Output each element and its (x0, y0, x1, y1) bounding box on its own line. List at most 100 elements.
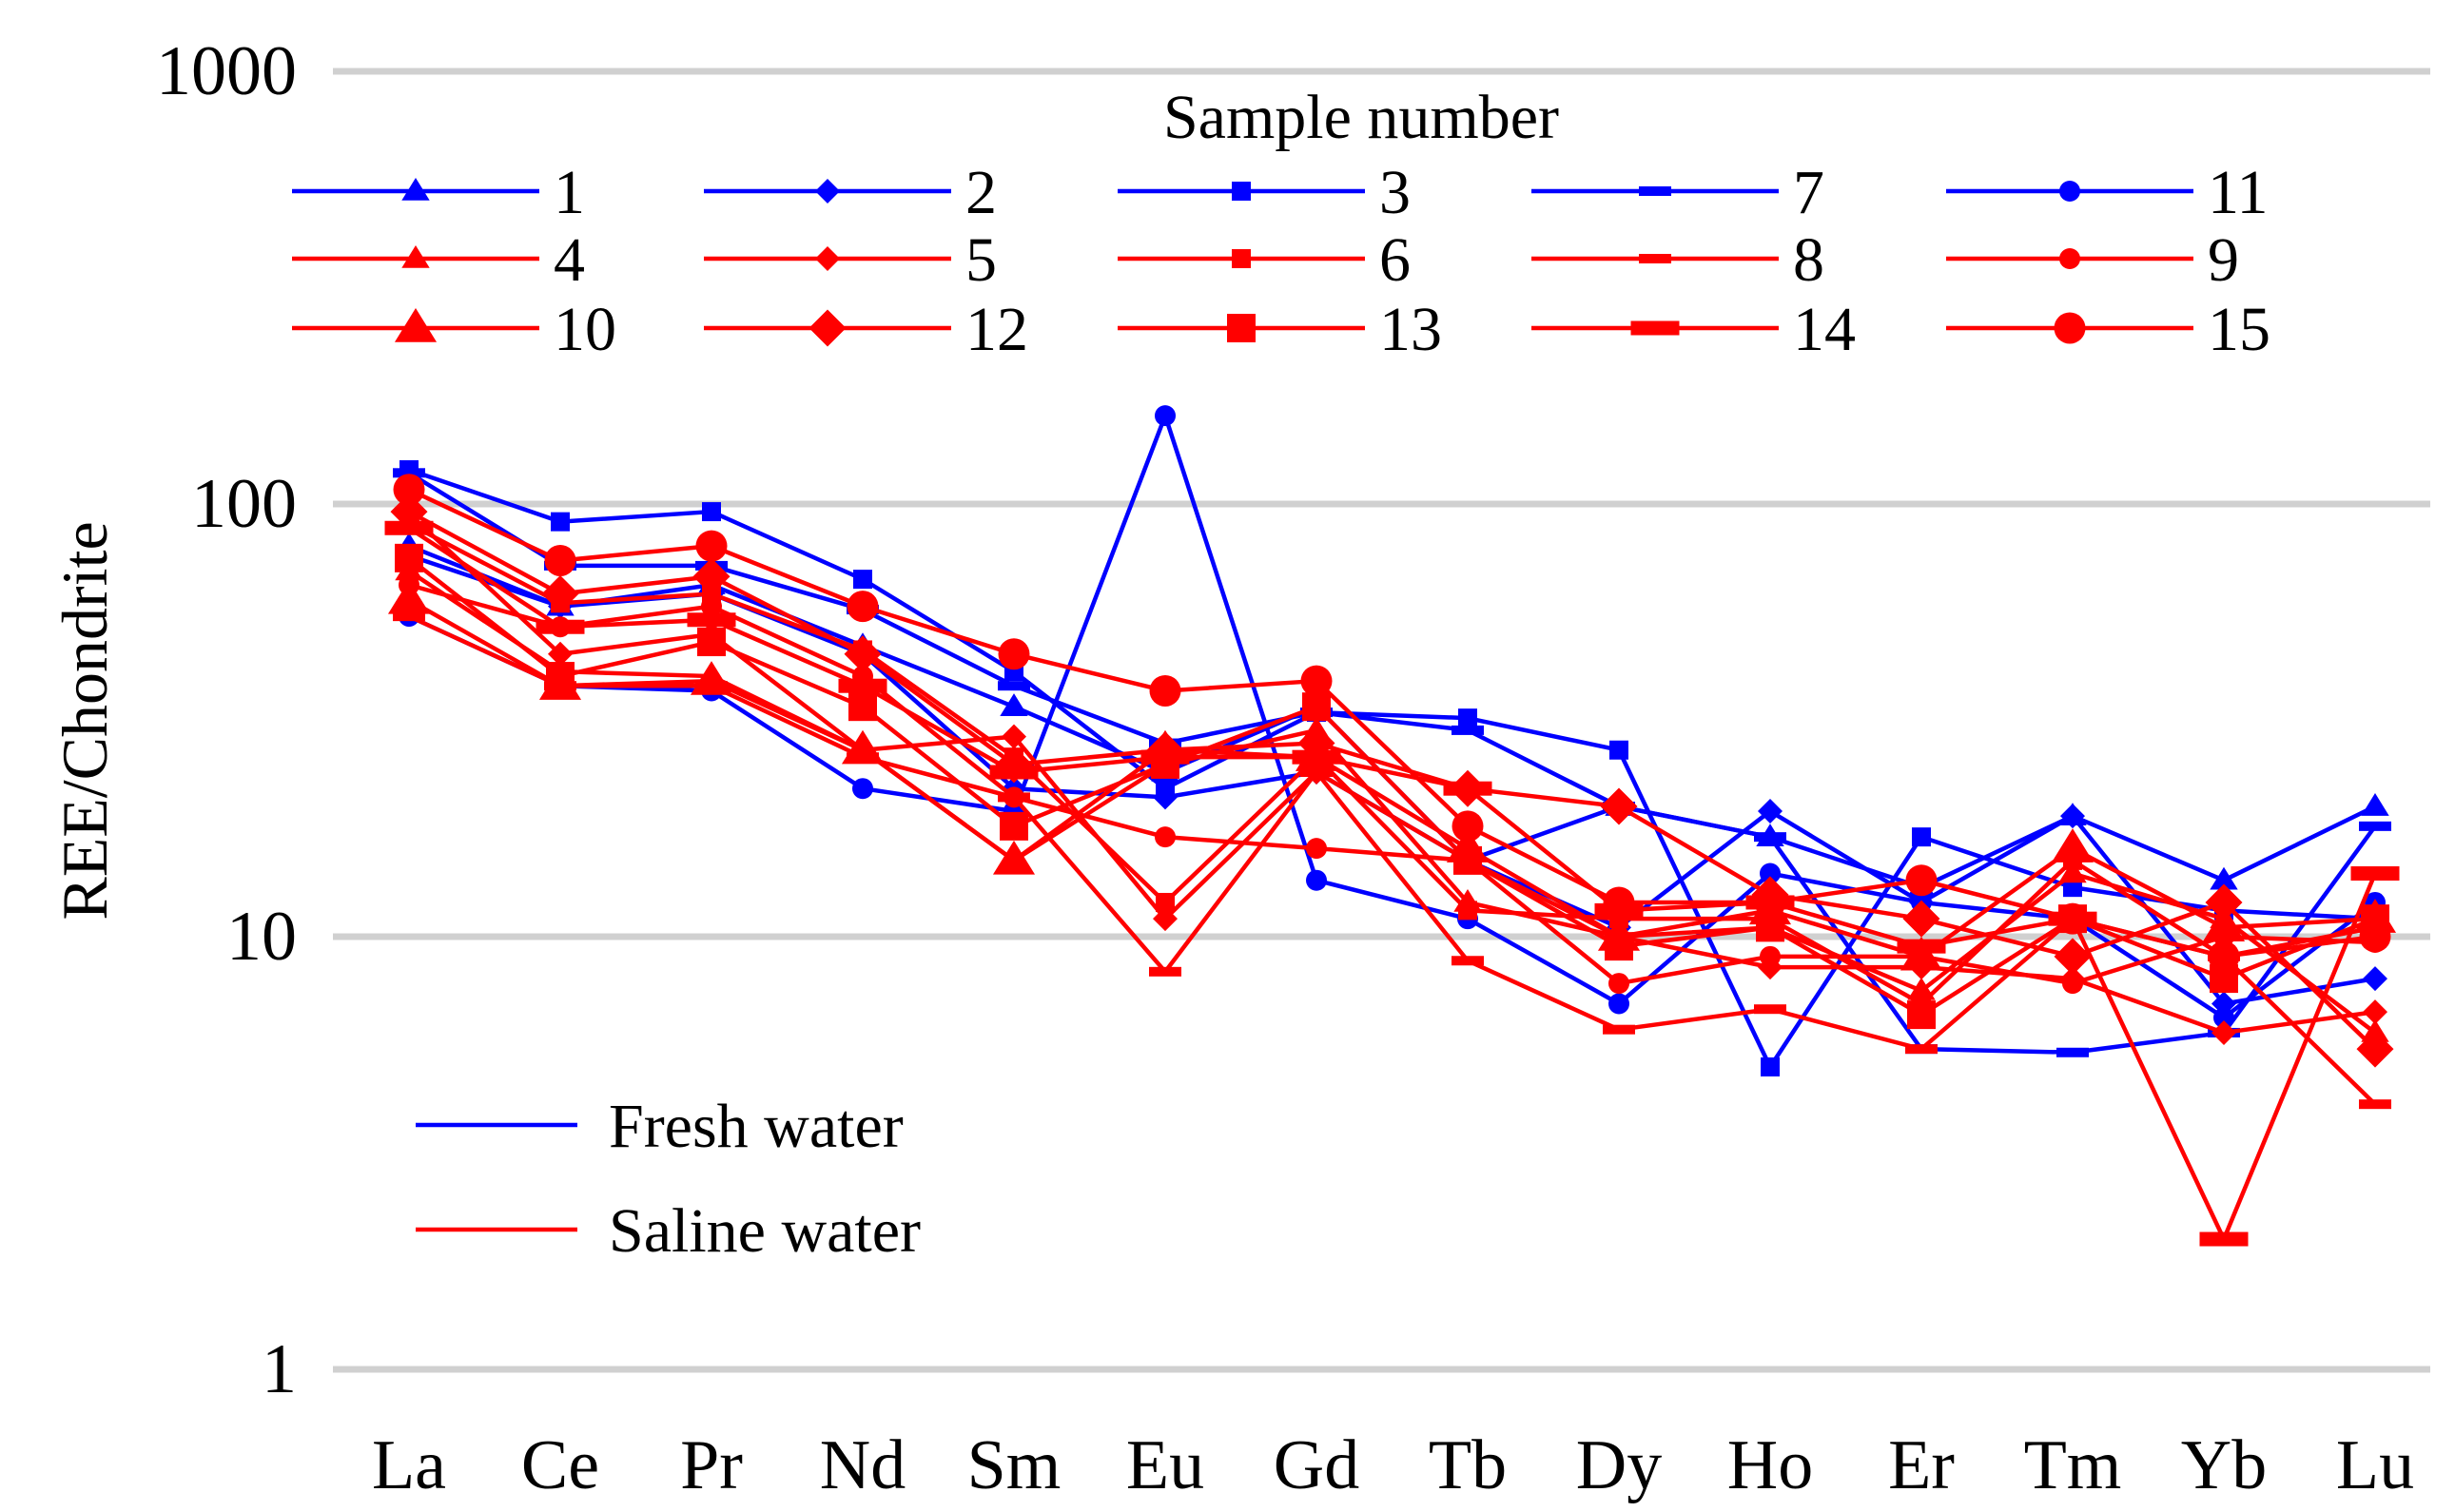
data-point (1760, 863, 1781, 884)
data-point (1605, 932, 1633, 961)
x-tick-label: Gd (1274, 1426, 1359, 1504)
data-point (2205, 883, 2243, 921)
data-point (1002, 724, 1026, 749)
x-tick-label: Eu (1126, 1426, 1204, 1504)
data-point (2363, 966, 2387, 992)
series-4 (395, 557, 2389, 1042)
data-point (838, 678, 887, 693)
series-line-15 (408, 487, 2376, 960)
data-point (701, 595, 722, 617)
data-point (1300, 665, 1333, 697)
data-point (2213, 1007, 2234, 1029)
data-point (1232, 249, 1251, 268)
data-point (998, 638, 1030, 670)
data-point (2051, 828, 2095, 863)
data-point (2054, 312, 2086, 344)
data-point (1754, 886, 1786, 919)
legend-label: 4 (554, 225, 585, 295)
legend-entry-15: 15 (1946, 295, 2270, 364)
series-layer (384, 405, 2400, 1247)
data-point (1153, 906, 1178, 932)
legend-label: 9 (2208, 225, 2239, 295)
y-tick-label: 10 (226, 898, 297, 976)
data-point (1754, 832, 1786, 843)
data-point (1754, 1004, 1786, 1015)
data-point (544, 544, 576, 576)
data-point (847, 591, 879, 623)
data-point (395, 543, 423, 572)
legend-label: 7 (1793, 158, 1824, 227)
data-point (2059, 248, 2080, 269)
y-axis: 1 10 100 1000 (156, 32, 297, 1408)
data-point (690, 661, 733, 695)
legend-entry-10: 10 (292, 295, 616, 364)
legend-entry-6: 6 (1118, 225, 1411, 295)
series-line-13 (407, 556, 2376, 1018)
data-point (2062, 973, 2083, 995)
data-point (1907, 1000, 1936, 1030)
series-line-6 (407, 521, 2376, 1006)
y-tick-label: 100 (191, 465, 297, 543)
series-12 (390, 493, 2394, 1068)
data-point (841, 729, 885, 765)
group-legend-entry: Fresh water (416, 1092, 904, 1161)
data-point (989, 765, 1039, 780)
legend-label: 15 (2208, 295, 2270, 364)
data-point (1603, 886, 1635, 919)
data-point (1156, 779, 1175, 799)
data-point (384, 520, 434, 535)
series-line-11 (408, 413, 2377, 1020)
data-point (2363, 999, 2387, 1025)
data-point (2202, 907, 2246, 942)
data-point (2054, 938, 2092, 976)
data-point (1302, 692, 1331, 722)
data-point (1905, 864, 1938, 897)
legend-label: 1 (554, 158, 585, 227)
series-line-7 (407, 471, 2377, 1056)
x-tick-label: Ho (1727, 1426, 1813, 1504)
data-point (546, 662, 575, 691)
legend-entry-12: 12 (704, 295, 1028, 364)
data-point (393, 474, 425, 506)
data-point (844, 635, 882, 673)
data-point (1897, 939, 1946, 954)
x-axis: La Ce Pr Nd Sm Eu Gd Tb Dy Ho Er Tm Yb Lu (372, 1426, 2414, 1504)
legend-label: 6 (1379, 225, 1411, 295)
y-axis-title: REE/Chondrite (49, 521, 121, 920)
group-legend-entry: Saline water (416, 1196, 921, 1266)
data-point (1000, 693, 1028, 716)
x-tick-label: Sm (967, 1426, 1062, 1504)
data-point (2059, 181, 2080, 202)
group-legend: Fresh water Saline water (416, 1092, 921, 1266)
data-point (2361, 793, 2389, 816)
data-point (992, 840, 1036, 875)
data-point (702, 502, 721, 522)
series-line-12 (407, 510, 2377, 1051)
series-line-9 (408, 582, 2376, 986)
x-tick-label: Tb (1429, 1426, 1507, 1504)
data-point (1149, 966, 1181, 977)
data-point (1760, 945, 1781, 967)
data-point (393, 611, 425, 622)
data-point (541, 574, 579, 612)
legend-label: 10 (554, 295, 616, 364)
data-point (852, 778, 873, 800)
group-legend-label: Fresh water (609, 1092, 904, 1161)
data-point (1608, 973, 1629, 995)
data-point (998, 681, 1030, 691)
data-point (1300, 767, 1333, 778)
legend-entry-7: 7 (1531, 158, 1824, 227)
data-point (697, 628, 726, 657)
legend-entry-1: 1 (292, 158, 585, 227)
data-point (1292, 749, 1341, 765)
data-point (401, 245, 430, 268)
series-line-3 (408, 467, 2376, 1070)
data-point (393, 468, 425, 478)
data-point (1458, 708, 1477, 728)
data-point (2208, 940, 2240, 973)
legend-label: 12 (965, 295, 1028, 364)
data-point (551, 512, 570, 532)
y-tick-label: 1 (262, 1330, 297, 1408)
x-tick-label: Dy (1576, 1426, 1662, 1504)
y-tick-label: 1000 (156, 32, 297, 110)
